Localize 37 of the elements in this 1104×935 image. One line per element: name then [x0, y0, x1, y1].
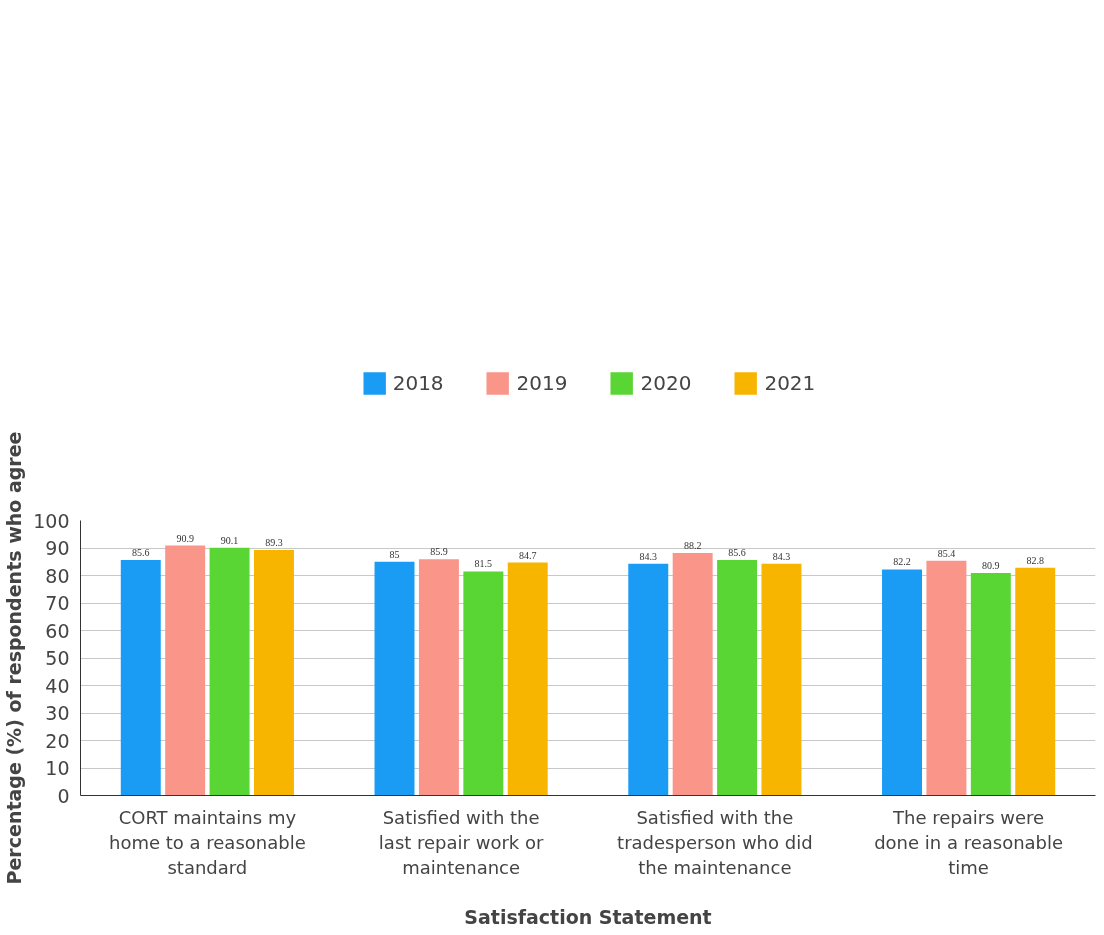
data-label: 82.8 — [1026, 554, 1044, 566]
data-label: 89.3 — [265, 536, 283, 548]
legend-label: 2021 — [764, 371, 816, 395]
y-tick-label: 60 — [45, 619, 70, 642]
data-label: 82.2 — [893, 556, 911, 568]
x-tick-label: CORT maintains my home to a reasonable standard — [109, 806, 306, 878]
data-label: 90.1 — [220, 534, 239, 546]
data-label: 85.9 — [430, 546, 448, 558]
data-label: 90.9 — [176, 532, 194, 544]
data-label: 81.5 — [474, 558, 493, 570]
legend-label: 2018 — [392, 371, 444, 395]
y-tick-label: 90 — [45, 537, 70, 559]
data-label: 84.3 — [772, 550, 791, 562]
data-label: 84.3 — [639, 550, 658, 562]
legend-label: 2020 — [640, 371, 692, 395]
y-tick-label: 50 — [45, 647, 70, 669]
legend-label: 2019 — [516, 371, 568, 395]
data-label: 85.4 — [937, 547, 956, 559]
x-tick-label: The repairs were done in a reasonable time — [874, 806, 1064, 878]
y-tick-label: 80 — [45, 564, 70, 587]
y-tick-label: 40 — [45, 674, 70, 697]
y-tick-label: 20 — [45, 729, 70, 752]
data-label: 85.6 — [132, 547, 150, 559]
data-label: 80.9 — [982, 560, 1000, 572]
y-tick-label: 10 — [45, 757, 70, 779]
data-label: 85 — [389, 548, 400, 560]
x-tick-label: Satisfied with the last repair work or maintenance — [378, 806, 544, 878]
data-label: 84.7 — [518, 549, 537, 561]
data-label: 88.2 — [683, 539, 702, 551]
y-tick-label: 0 — [57, 784, 70, 807]
y-tick-label: 100 — [33, 509, 70, 532]
y-axis-title: Percentage (%) of respondents who agree — [3, 431, 26, 885]
y-tick-label: 70 — [45, 592, 70, 614]
data-label: 85.6 — [728, 547, 746, 559]
y-tick-label: 30 — [45, 702, 70, 724]
x-axis-title: Satisfaction Statement — [464, 905, 712, 928]
x-tick-label: Satisfied with the tradesperson who did the maintenance — [617, 806, 813, 878]
